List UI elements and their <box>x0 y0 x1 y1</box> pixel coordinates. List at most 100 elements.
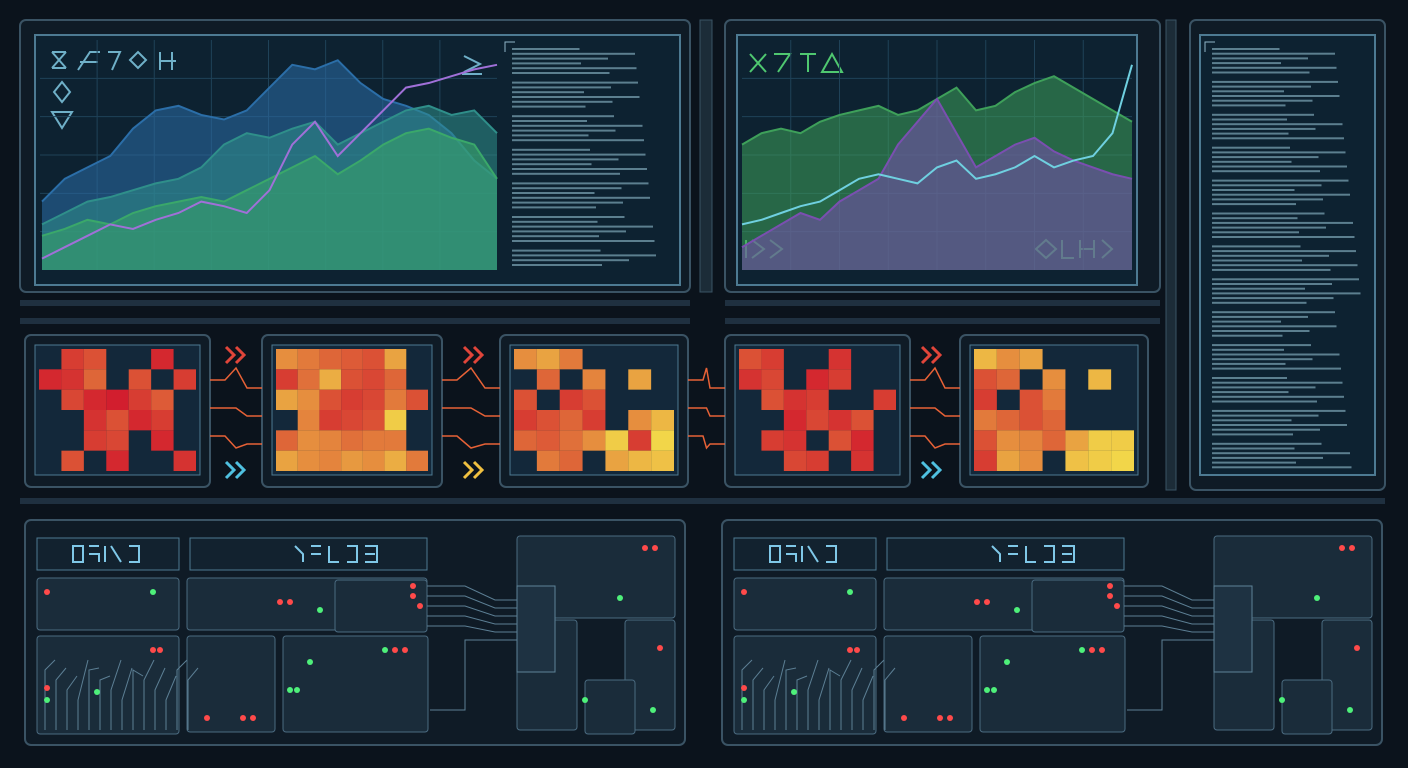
heat-cell <box>1019 450 1043 471</box>
trace <box>851 667 863 730</box>
series-line <box>41 104 498 226</box>
connector <box>910 366 960 389</box>
trace <box>1124 585 1214 601</box>
divider <box>725 318 1160 324</box>
heat-cell <box>605 450 629 471</box>
heat-cell <box>384 349 407 370</box>
trace <box>44 659 56 730</box>
heat-cell <box>151 389 174 410</box>
heat-cell <box>319 349 342 370</box>
heat-cell <box>83 389 107 410</box>
bracket <box>504 41 515 52</box>
led <box>1339 545 1345 551</box>
trace <box>807 659 819 730</box>
chip <box>516 585 556 673</box>
heat-cell <box>628 410 652 431</box>
heat-cell <box>559 450 583 471</box>
text-line <box>512 120 587 122</box>
connector <box>688 435 725 450</box>
heat-cell <box>362 430 385 451</box>
heat-cell <box>406 389 428 410</box>
text-line <box>512 134 589 137</box>
circuit-block <box>733 577 877 631</box>
heat-cell <box>173 450 196 471</box>
heat-cell <box>362 389 385 410</box>
trace <box>427 615 517 625</box>
heat-cell <box>106 389 129 410</box>
led <box>854 647 860 653</box>
led <box>240 715 246 721</box>
heat-cell <box>341 450 363 471</box>
text-line <box>512 192 595 194</box>
led <box>650 707 656 713</box>
heat-cell <box>39 369 62 390</box>
heat-cell <box>384 410 407 431</box>
text-line <box>512 52 635 55</box>
text-line <box>512 225 653 228</box>
divider <box>20 300 690 306</box>
trace <box>427 625 517 633</box>
text-line <box>1212 466 1352 469</box>
trace <box>143 659 155 730</box>
heat-cell <box>783 450 807 471</box>
heat-cell <box>276 450 298 471</box>
trace <box>741 659 753 730</box>
heat-cell <box>83 369 107 390</box>
led <box>392 647 398 653</box>
heat-cell <box>406 450 428 471</box>
series-line <box>41 127 498 237</box>
heat-cell <box>106 430 129 451</box>
text-line <box>1212 358 1313 361</box>
heat-cell <box>559 410 583 431</box>
heat-cell <box>739 369 762 390</box>
heat-cell <box>384 430 407 451</box>
heat-cell <box>536 450 560 471</box>
text-line <box>1212 433 1293 436</box>
led <box>294 687 300 693</box>
text-line <box>1212 334 1283 337</box>
led <box>1107 583 1113 589</box>
heat-cell <box>536 349 560 370</box>
connector <box>442 435 500 449</box>
text-line <box>1212 278 1359 281</box>
text-line <box>1212 456 1323 459</box>
text-line <box>1212 353 1340 356</box>
text-line <box>1212 283 1332 285</box>
circuit-panel <box>721 519 1383 746</box>
text-line <box>1212 198 1323 201</box>
text-line <box>1212 311 1335 314</box>
text-line <box>1212 118 1287 121</box>
led <box>657 645 663 651</box>
heat-cell <box>851 450 874 471</box>
glyph <box>769 545 837 563</box>
trace <box>427 605 517 617</box>
text-line <box>512 72 610 74</box>
heat-cell <box>1019 389 1043 410</box>
circuit-block <box>36 577 180 631</box>
led <box>741 589 747 595</box>
heat-cell <box>1042 410 1066 431</box>
led <box>1114 603 1120 609</box>
heat-cell <box>739 349 762 370</box>
heat-cell <box>761 389 784 410</box>
divider <box>20 318 690 324</box>
connector <box>688 367 725 389</box>
heat-cell <box>384 369 407 390</box>
glyph <box>51 50 176 71</box>
text-line <box>1212 264 1358 267</box>
text-line <box>512 62 581 65</box>
charts <box>39 59 1134 471</box>
text-line <box>1212 165 1347 168</box>
text-line <box>512 100 613 103</box>
heat-cell <box>514 349 537 370</box>
led <box>287 599 293 605</box>
text-line <box>1212 80 1338 83</box>
text-line <box>1212 344 1311 347</box>
heat-cell <box>341 369 363 390</box>
heat-cell <box>106 410 129 431</box>
text-line <box>512 67 637 70</box>
arrow-icon <box>920 345 943 365</box>
heat-cell <box>628 369 652 390</box>
